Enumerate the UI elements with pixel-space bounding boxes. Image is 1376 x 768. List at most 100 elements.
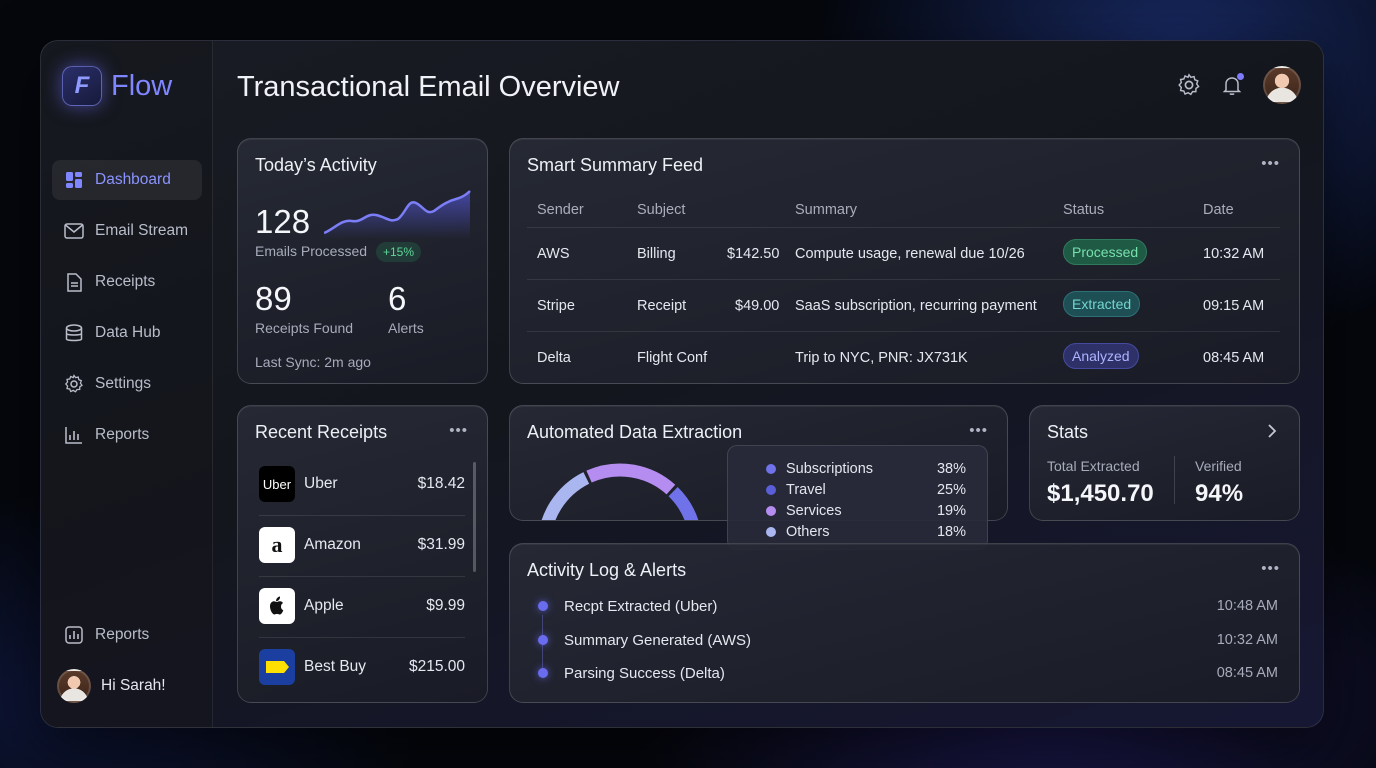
legend-label: Services [786, 503, 842, 519]
database-icon [64, 323, 84, 343]
activity-log-card: Activity Log & Alerts ••• Recpt Extracte… [509, 543, 1300, 703]
log-text: Summary Generated (AWS) [564, 631, 751, 649]
more-options-button[interactable]: ••• [1261, 560, 1280, 577]
status-badge: Processed [1063, 239, 1148, 265]
settings-button[interactable] [1177, 73, 1201, 97]
timeline-line [542, 615, 543, 675]
legend-percent: 19% [936, 503, 966, 519]
change-badge: +15% [376, 242, 422, 262]
log-time: 10:48 AM [1216, 598, 1278, 614]
donut-slice-subscriptions [668, 487, 699, 520]
legend-percent: 18% [936, 524, 966, 540]
legend-percent: 25% [936, 482, 966, 498]
gear-icon [1178, 73, 1200, 96]
cell-summary: Trip to NYC, PNR: JX731K [795, 350, 968, 366]
column-header-sender[interactable]: Sender [537, 202, 584, 218]
notification-dot [1237, 73, 1244, 80]
more-options-button[interactable]: ••• [969, 422, 988, 439]
logo[interactable]: F Flow [62, 66, 172, 106]
legend-percent: 38% [936, 461, 966, 477]
more-options-button[interactable]: ••• [1261, 155, 1280, 172]
merchant-name: Amazon [304, 536, 361, 553]
log-text: Recpt Extracted (Uber) [564, 597, 718, 615]
sidebar-item-reports[interactable]: Reports [52, 415, 202, 455]
sidebar-item-email-stream[interactable]: Email Stream [52, 211, 202, 251]
list-item[interactable]: Uber Uber $18.42 [259, 466, 465, 502]
divider [527, 279, 1280, 280]
divider [259, 515, 465, 516]
card-title: Smart Summary Feed [527, 155, 704, 175]
legend-dot [766, 527, 776, 537]
divider [1174, 456, 1175, 504]
list-item[interactable]: Apple $9.99 [259, 588, 465, 624]
cell-date: 10:32 AM [1203, 246, 1265, 262]
smart-summary-feed-card: Smart Summary Feed ••• Sender Subject Su… [509, 138, 1300, 384]
best-buy-logo-icon [259, 649, 295, 685]
document-icon [64, 272, 84, 292]
app-window: F Flow Dashboard Email Stream Receipt [40, 40, 1324, 728]
legend-label: Travel [786, 482, 826, 498]
verified-value: 94% [1195, 480, 1244, 507]
legend-item: Travel 25% [766, 481, 966, 499]
receipt-amount: $31.99 [417, 536, 465, 553]
more-options-button[interactable]: ••• [449, 422, 468, 439]
legend-dot [766, 464, 776, 474]
log-item[interactable]: Recpt Extracted (Uber) 10:48 AM [538, 596, 1278, 616]
recent-receipts-card: Recent Receipts ••• Uber Uber $18.42 a A… [237, 405, 488, 703]
total-extracted-value: $1,450.70 [1047, 480, 1154, 507]
card-title: Activity Log & Alerts [527, 560, 687, 580]
user-profile[interactable]: Hi Sarah! [57, 669, 166, 703]
receipt-amount: $215.00 [408, 658, 465, 675]
column-header-subject[interactable]: Subject [637, 202, 686, 218]
apple-logo-icon [259, 588, 295, 624]
notifications-button[interactable] [1220, 73, 1244, 97]
status-badge: Extracted [1063, 291, 1141, 317]
todays-activity-card: Today’s Activity 128 Emails Processed +1… [237, 138, 488, 384]
sidebar-item-label: Data Hub [95, 324, 161, 341]
cell-summary: SaaS subscription, recurring payment [795, 298, 1037, 314]
divider [259, 637, 465, 638]
list-item[interactable]: a Amazon $31.99 [259, 527, 465, 563]
timeline-dot [538, 635, 548, 645]
emails-processed-value: 128 [255, 203, 311, 240]
gear-icon [64, 374, 84, 394]
cell-amount: $49.00 [735, 298, 780, 314]
card-title: Stats [1047, 422, 1089, 442]
total-extracted-label: Total Extracted [1047, 458, 1140, 474]
brand-name: Flow [111, 69, 173, 102]
card-title: Automated Data Extraction [527, 422, 743, 442]
merchant-name: Best Buy [304, 658, 367, 675]
stats-card: Stats Total Extracted $1,450.70 Verified… [1029, 405, 1300, 521]
column-header-date[interactable]: Date [1203, 202, 1234, 218]
sidebar-item-dashboard[interactable]: Dashboard [52, 160, 202, 200]
extraction-donut-chart [541, 463, 699, 520]
sidebar-item-data-hub[interactable]: Data Hub [52, 313, 202, 353]
bar-chart-icon [64, 425, 84, 445]
extraction-legend: Subscriptions 38% Travel 25% Services 19… [727, 445, 988, 550]
avatar[interactable] [1263, 66, 1301, 104]
sidebar-item-receipts[interactable]: Receipts [52, 262, 202, 302]
column-header-status[interactable]: Status [1063, 202, 1105, 218]
merchant-name: Uber [304, 475, 338, 492]
log-item[interactable]: Summary Generated (AWS) 10:32 AM [538, 630, 1278, 650]
alerts-label: Alerts [388, 320, 424, 336]
cell-date: 09:15 AM [1203, 298, 1265, 314]
column-header-summary[interactable]: Summary [795, 202, 858, 218]
sidebar-item-settings[interactable]: Settings [52, 364, 202, 404]
scrollbar[interactable] [473, 462, 476, 572]
divider [527, 227, 1280, 228]
sidebar-item-label: Dashboard [95, 171, 171, 188]
cell-summary: Compute usage, renewal due 10/26 [795, 246, 1025, 262]
list-item[interactable]: Best Buy $215.00 [259, 649, 465, 685]
sidebar-nav: Dashboard Email Stream Receipts Data Hub [52, 160, 202, 466]
cell-sender: Stripe [537, 298, 575, 314]
legend-item: Subscriptions 38% [766, 460, 966, 478]
top-actions [1177, 66, 1301, 104]
last-sync: Last Sync: 2m ago [255, 354, 371, 370]
divider [259, 576, 465, 577]
sidebar-item-reports-bottom[interactable]: Reports [52, 615, 202, 655]
log-item[interactable]: Parsing Success (Delta) 08:45 AM [538, 663, 1278, 683]
sidebar-item-label: Reports [95, 426, 150, 443]
cell-subject: Billing [637, 246, 676, 262]
chevron-right-icon[interactable] [1267, 423, 1277, 439]
